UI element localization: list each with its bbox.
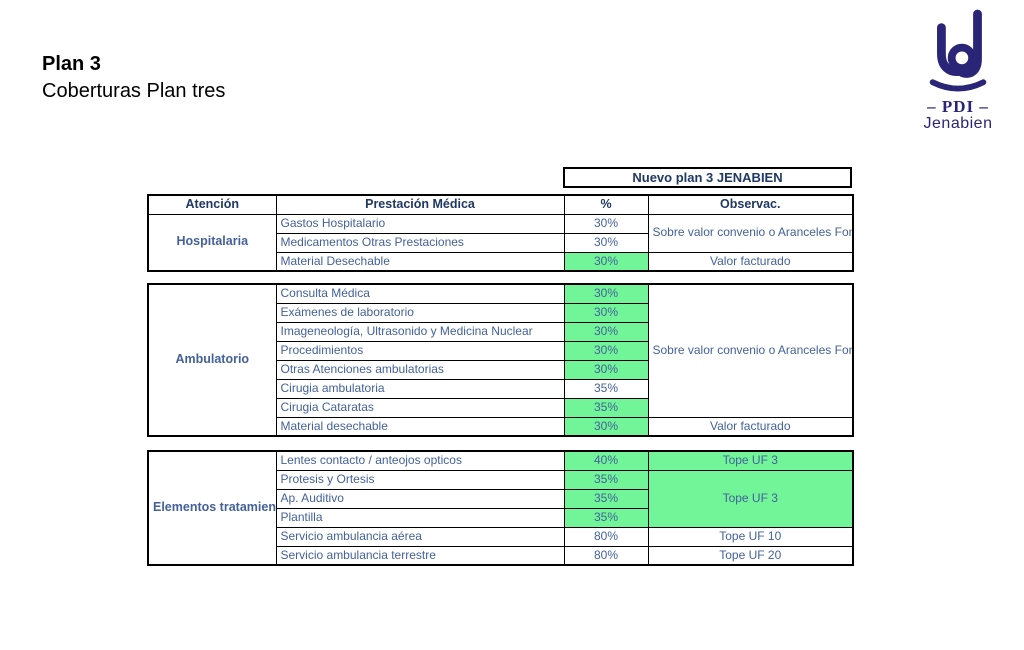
pct-cell-highlighted: 30% [563, 321, 649, 342]
section-label-ambulatorio: Ambulatorio [147, 283, 277, 437]
obs-merged-cell-highlighted: Tope UF 3 [647, 469, 854, 528]
pct-cell-highlighted: 35% [563, 397, 649, 418]
obs-merged-cell: Sobre valor convenio o Aranceles Fonasa [647, 213, 854, 253]
table-row: Ambulatorio Consulta Médica 30% Sobre va… [147, 283, 854, 437]
pct-cell-highlighted: 30% [563, 416, 649, 437]
prestacion-cell: Exámenes de laboratorio [275, 302, 565, 323]
obs-cell: Tope UF 20 [647, 545, 854, 566]
pct-cell-highlighted: 30% [563, 283, 649, 304]
pdi-monogram-icon [929, 9, 987, 92]
page-title: Plan 3 [42, 53, 101, 75]
logo-pdi-text: – PDI – [927, 97, 989, 116]
prestacion-cell: Consulta Médica [275, 283, 565, 304]
col-header-prestacion: Prestación Médica [275, 194, 565, 215]
table-row: Elementos tratamiento Lentes contacto / … [147, 450, 854, 566]
pct-cell: 30% [563, 232, 649, 253]
obs-cell-highlighted: Tope UF 3 [647, 450, 854, 471]
section-label-elementos: Elementos tratamiento [147, 450, 277, 566]
pct-cell: 80% [563, 545, 649, 566]
column-header-row: Atención Prestación Médica % Observac. [147, 194, 854, 215]
pdi-jenabien-logo: – PDI – Jenabien [903, 8, 1013, 133]
pct-cell-highlighted: 30% [563, 340, 649, 361]
col-header-pct: % [563, 194, 649, 215]
col-header-obs: Observac. [647, 194, 854, 215]
table-row: Servicio ambulancia terrestre 80% Tope U… [148, 545, 854, 566]
plan-header-box: Nuevo plan 3 JENABIEN [563, 167, 852, 188]
pct-cell-highlighted: 30% [563, 359, 649, 380]
prestacion-cell: Lentes contacto / anteojos opticos [275, 450, 565, 471]
pct-cell: 35% [563, 378, 649, 399]
table-row: Ap. Auditivo 35% [148, 488, 853, 509]
prestacion-cell: Material desechable [275, 416, 565, 437]
table-row: Material desechable 30% Valor facturado [148, 416, 854, 437]
prestacion-cell: Plantilla [275, 507, 565, 528]
obs-cell: Valor facturado [647, 416, 854, 437]
table-row: Exámenes de laboratorio 30% [148, 302, 853, 323]
prestacion-cell: Otras Atenciones ambulatorias [275, 359, 565, 380]
table-row: Medicamentos Otras Prestaciones 30% [148, 232, 853, 253]
pct-cell: 30% [563, 213, 649, 234]
prestacion-cell: Servicio ambulancia terrestre [275, 545, 565, 566]
obs-cell: Valor facturado [647, 251, 854, 272]
logo-brand-text: Jenabien [923, 115, 993, 132]
coverage-table-elementos: Elementos tratamiento Lentes contacto / … [147, 450, 854, 566]
pct-cell-highlighted: 40% [563, 450, 649, 471]
table-row: Otras Atenciones ambulatorias 30% [148, 359, 853, 380]
prestacion-cell: Procedimientos [275, 340, 565, 361]
prestacion-cell: Servicio ambulancia aérea [275, 526, 565, 547]
prestacion-cell: Material Desechable [275, 251, 565, 272]
pct-cell-highlighted: 35% [563, 469, 649, 490]
obs-merged-cell: Sobre valor convenio o Aranceles Fonasa … [647, 283, 854, 418]
coverage-table-ambulatorio: Ambulatorio Consulta Médica 30% Sobre va… [147, 283, 854, 437]
col-header-atencion: Atención [147, 194, 277, 215]
pct-cell-highlighted: 30% [563, 302, 649, 323]
table-row: Protesis y Ortesis 35% Tope UF 3 [148, 469, 854, 528]
table-row: Plantilla 35% [148, 507, 853, 528]
prestacion-cell: Gastos Hospitalario [275, 213, 565, 234]
prestacion-cell: Cirugia Cataratas [275, 397, 565, 418]
table-row: Material Desechable 30% Valor facturado [148, 251, 854, 272]
page-subtitle: Coberturas Plan tres [42, 80, 226, 102]
coverage-table-hospitalaria: Atención Prestación Médica % Observac. H… [147, 194, 854, 272]
pct-cell-highlighted: 30% [563, 251, 649, 272]
prestacion-cell: Cirugia ambulatoria [275, 378, 565, 399]
prestacion-cell: Medicamentos Otras Prestaciones [275, 232, 565, 253]
prestacion-cell: Ap. Auditivo [275, 488, 565, 509]
pct-cell: 80% [563, 526, 649, 547]
table-row: Hospitalaria Gastos Hospitalario 30% Sob… [147, 213, 854, 272]
pct-cell-highlighted: 35% [563, 488, 649, 509]
pct-cell-highlighted: 35% [563, 507, 649, 528]
prestacion-cell: Protesis y Ortesis [275, 469, 565, 490]
obs-cell: Tope UF 10 [647, 526, 854, 547]
table-row: Imageneología, Ultrasonido y Medicina Nu… [148, 321, 853, 342]
section-label-hospitalaria: Hospitalaria [147, 213, 277, 272]
prestacion-cell: Imageneología, Ultrasonido y Medicina Nu… [275, 321, 565, 342]
